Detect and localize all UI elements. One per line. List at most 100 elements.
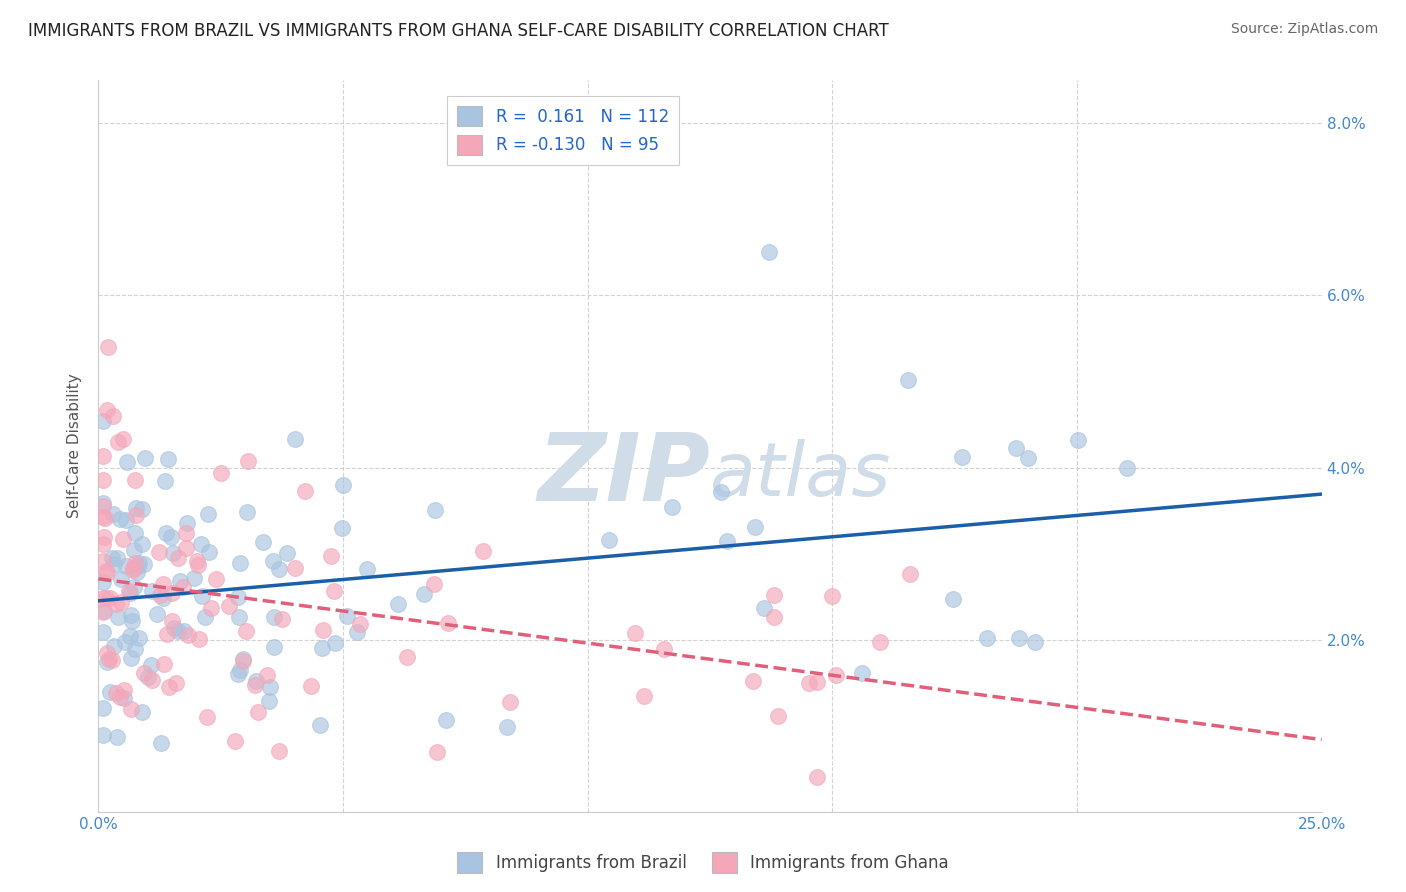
Point (91, 509, 114, 524)
Point (245, 674, 267, 689)
Point (128, 631, 150, 645)
Point (104, 686, 127, 700)
Point (101, 507, 124, 521)
Point (236, 454, 259, 468)
Point (96, 566, 118, 580)
Point (91, 728, 114, 742)
Point (259, 680, 281, 694)
Point (471, 544, 494, 558)
Point (132, 558, 155, 572)
Point (271, 612, 294, 626)
Point (423, 577, 446, 591)
Point (309, 717, 332, 731)
Point (110, 595, 132, 609)
Point (103, 639, 125, 653)
Point (624, 625, 647, 640)
Point (1066, 433, 1088, 447)
Point (131, 537, 153, 551)
Point (91, 591, 114, 606)
Point (763, 588, 786, 602)
Point (162, 546, 184, 560)
Point (797, 675, 820, 690)
Point (98, 591, 121, 606)
Point (763, 610, 786, 624)
Point (150, 736, 173, 750)
Point (111, 533, 134, 547)
Point (284, 561, 307, 575)
Point (209, 466, 232, 480)
Point (252, 534, 274, 549)
Point (125, 508, 148, 523)
Point (356, 562, 378, 576)
Point (91, 575, 114, 590)
Point (152, 577, 174, 591)
Point (346, 625, 368, 640)
Point (157, 680, 180, 694)
Point (127, 558, 149, 573)
Point (235, 624, 257, 638)
Point (190, 537, 212, 551)
Point (93, 530, 115, 544)
Point (153, 657, 176, 672)
Point (200, 600, 222, 615)
Point (163, 621, 186, 635)
Point (1116, 460, 1139, 475)
Point (276, 547, 298, 561)
Point (228, 610, 250, 624)
Point (284, 432, 307, 446)
Point (246, 705, 269, 719)
Point (758, 245, 780, 260)
Point (124, 474, 146, 488)
Point (226, 590, 249, 604)
Point (155, 526, 177, 541)
Point (114, 558, 136, 573)
Point (186, 554, 208, 568)
Point (120, 702, 142, 716)
Point (425, 503, 447, 517)
Point (869, 634, 891, 648)
Point (93, 604, 115, 618)
Point (1004, 441, 1026, 455)
Point (766, 709, 789, 723)
Legend: R =  0.161   N = 112, R = -0.130   N = 95: R = 0.161 N = 112, R = -0.130 N = 95 (447, 96, 679, 165)
Point (349, 616, 371, 631)
Legend: Immigrants from Brazil, Immigrants from Ghana: Immigrants from Brazil, Immigrants from … (451, 846, 955, 880)
Text: Source: ZipAtlas.com: Source: ZipAtlas.com (1230, 22, 1378, 37)
Point (437, 615, 460, 630)
Point (269, 744, 291, 758)
Point (950, 450, 973, 465)
Point (131, 502, 153, 516)
Point (108, 512, 131, 526)
Point (122, 543, 145, 558)
Point (173, 624, 195, 638)
Point (124, 556, 146, 570)
Point (156, 627, 179, 641)
Point (165, 675, 187, 690)
Point (100, 653, 122, 667)
Point (97, 340, 120, 354)
Point (134, 666, 156, 681)
Point (187, 558, 209, 572)
Point (136, 669, 159, 683)
Point (96, 655, 118, 669)
Point (107, 434, 129, 449)
Point (96, 403, 118, 417)
Point (412, 587, 434, 601)
Point (114, 635, 136, 649)
Point (236, 505, 259, 519)
Point (754, 600, 776, 615)
Point (148, 544, 170, 558)
Point (110, 572, 132, 586)
Point (1008, 631, 1031, 645)
Point (176, 526, 198, 541)
Point (120, 608, 142, 623)
Point (91, 554, 114, 568)
Point (434, 713, 457, 727)
Point (851, 666, 873, 681)
Point (824, 668, 846, 682)
Point (898, 567, 921, 582)
Point (174, 541, 197, 556)
Point (112, 432, 135, 446)
Point (232, 654, 254, 668)
Point (105, 730, 128, 744)
